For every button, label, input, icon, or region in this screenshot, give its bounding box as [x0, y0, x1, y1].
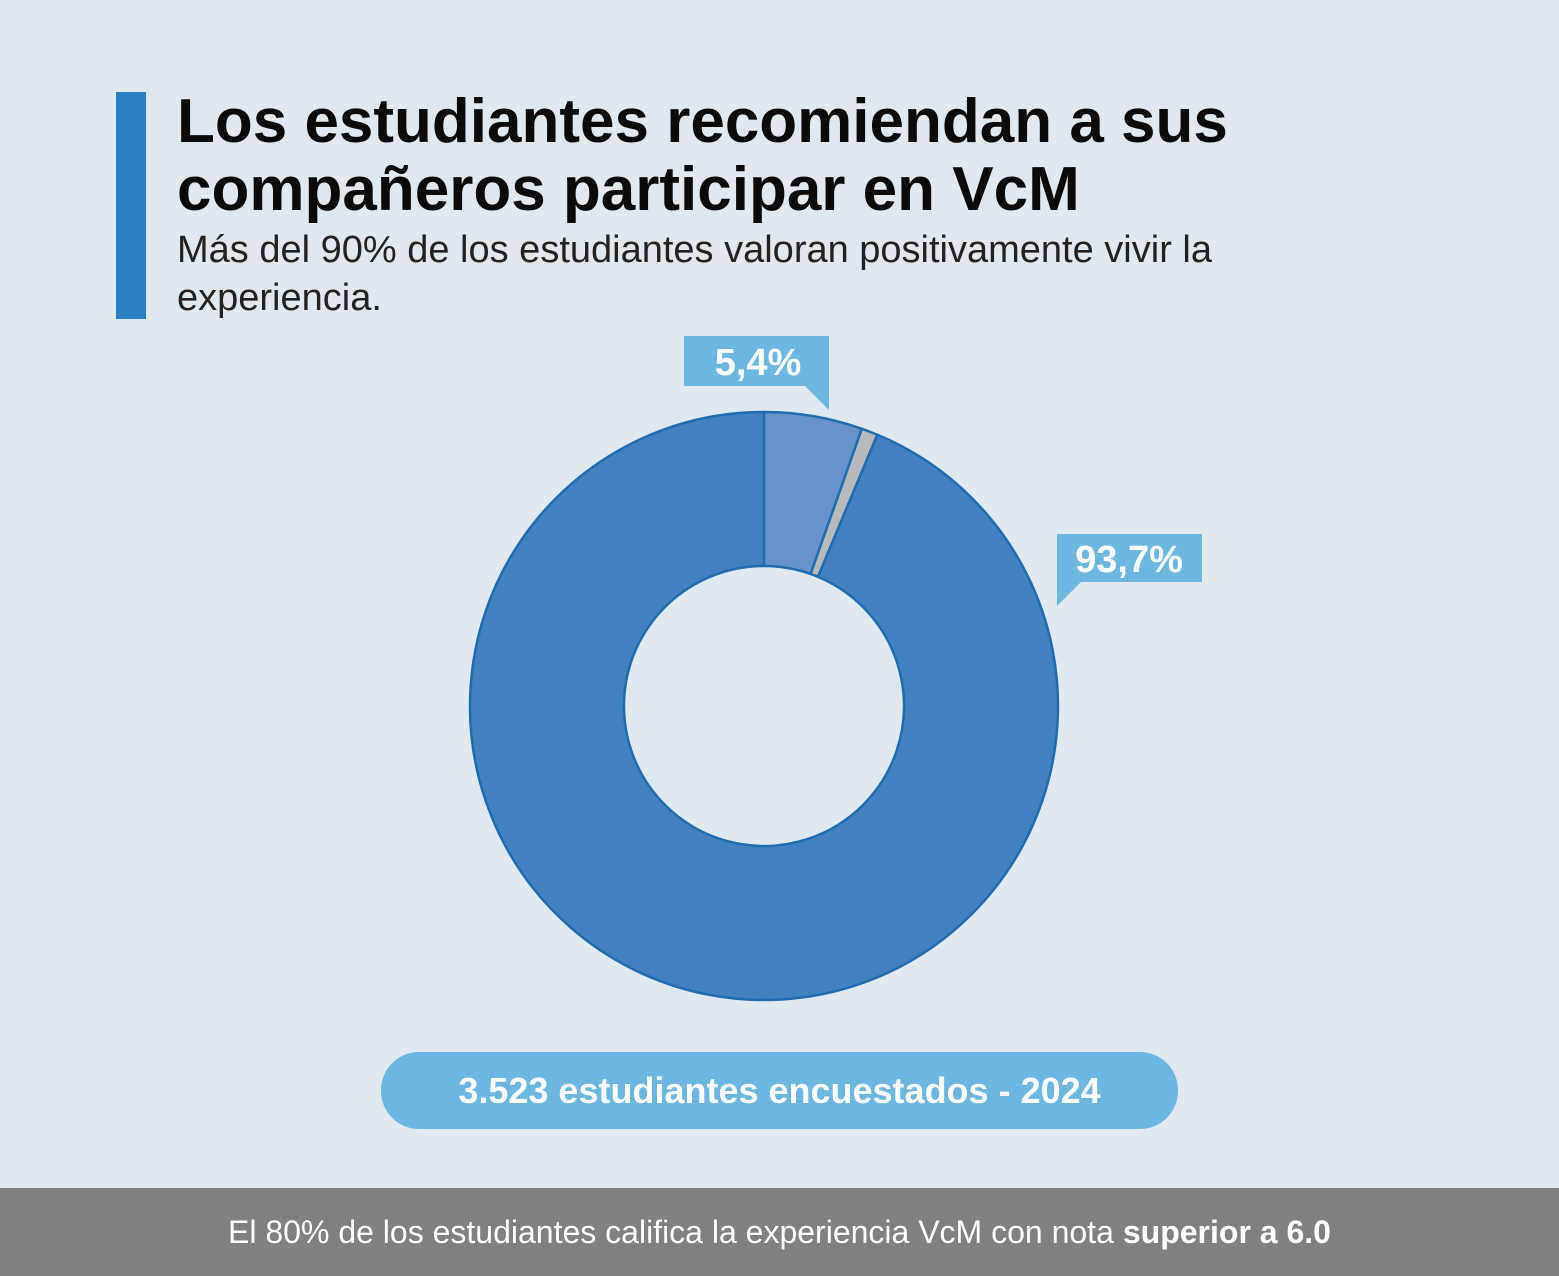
callout-box: [684, 336, 829, 410]
callout-top: 5,4%: [684, 336, 829, 410]
survey-count-label: 3.523 estudiantes encuestados - 2024: [458, 1069, 1101, 1111]
callout-right: 93,7%: [1057, 534, 1202, 606]
donut-slice-3: [468, 410, 1060, 1002]
page-subtitle: Más del 90% de los estudiantes valoran p…: [177, 229, 1212, 319]
callout-label: 93,7%: [1075, 539, 1183, 581]
page-title: Los estudiantes recomiendan a sus compañ…: [177, 87, 1228, 224]
callout-box: [1057, 534, 1202, 606]
footer-banner: El 80% de los estudiantes califica la ex…: [0, 1188, 1559, 1276]
footer-text: El 80% de los estudiantes califica la ex…: [228, 1213, 1114, 1250]
accent-bar: [116, 92, 146, 319]
survey-count-badge: 3.523 estudiantes encuestados - 2024: [381, 1052, 1178, 1129]
callout-label: 5,4%: [715, 342, 802, 384]
footer-emphasis: superior a 6.0: [1122, 1213, 1331, 1250]
